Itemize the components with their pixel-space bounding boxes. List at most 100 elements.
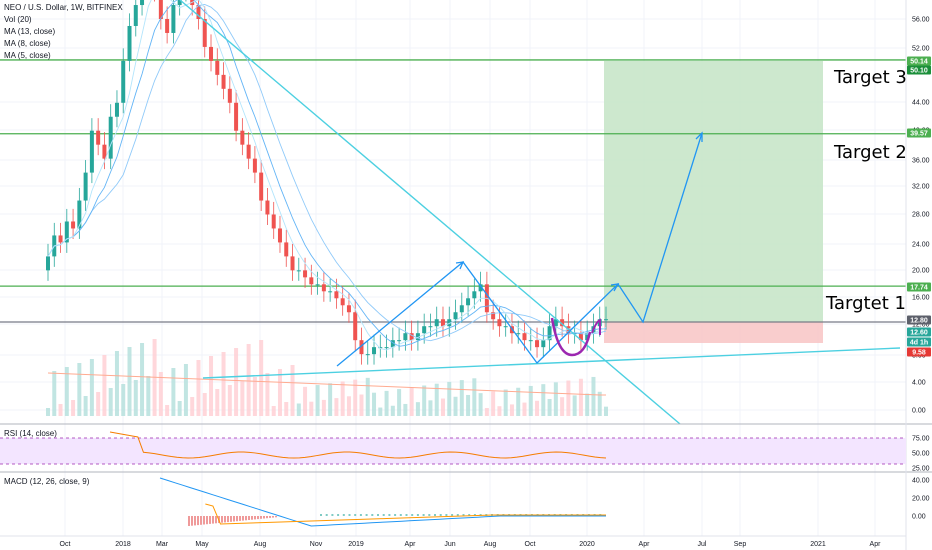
- volume-bar: [390, 405, 395, 416]
- macd-hist-bar: [382, 514, 385, 516]
- macd-hist-bar: [325, 514, 328, 516]
- candle-body: [71, 221, 76, 229]
- time-tick-label: Sep: [734, 541, 747, 548]
- price-tick-label: 28.00: [912, 212, 930, 219]
- candle-body: [378, 347, 383, 349]
- volume-bar: [447, 381, 452, 416]
- candle-body: [353, 312, 358, 341]
- price-tag-box: [907, 327, 931, 337]
- macd-hist-bar: [263, 516, 265, 519]
- candle-body: [466, 298, 471, 306]
- volume-bar: [315, 385, 320, 416]
- candle-body: [572, 333, 577, 335]
- candle-body: [447, 319, 452, 327]
- candle-body: [196, 5, 201, 19]
- rsi-line: [109, 431, 607, 459]
- volume-bar: [240, 381, 245, 416]
- price-tick-label: 20.00: [912, 268, 930, 275]
- volume-bar: [497, 406, 502, 416]
- time-tick-label: Aug: [254, 541, 267, 548]
- volume-bar: [566, 380, 571, 416]
- macd-hist-bar: [365, 514, 368, 516]
- macd-hist-bar: [445, 514, 448, 516]
- candle-body: [478, 284, 483, 292]
- macd-hist-bar: [359, 514, 362, 516]
- volume-bar: [171, 368, 176, 416]
- volume-bar: [259, 340, 264, 416]
- candle-body: [165, 19, 170, 33]
- time-tick-label: Apr: [405, 541, 417, 548]
- volume-bar: [403, 403, 408, 416]
- macd-hist-bar: [348, 514, 351, 516]
- macd-hist-bar: [200, 516, 202, 525]
- volume-bar: [535, 400, 540, 416]
- macd-hist-bar: [422, 514, 425, 516]
- handle-pattern[interactable]: [591, 318, 601, 335]
- volume-bar: [321, 399, 326, 416]
- macd-hist-bar: [191, 516, 193, 526]
- macd-hist-bar: [439, 514, 442, 516]
- candle-body: [428, 326, 433, 328]
- macd-tick-label: 20.00: [912, 496, 930, 503]
- ma-8-line: [47, 0, 606, 347]
- volume-bar: [190, 397, 195, 416]
- candle-body: [334, 291, 339, 299]
- volume-bar: [133, 380, 138, 416]
- price-tick-label: 56.00: [912, 17, 930, 24]
- price-tick-label: 12.00: [912, 322, 930, 329]
- target-3-label: Target 3: [833, 67, 907, 88]
- target-2-label: Target 2: [833, 142, 907, 163]
- symbol-title: NEO / U.S. Dollar, 1W, BITFINEX: [4, 3, 123, 12]
- candle-body: [384, 347, 389, 349]
- volume-bar: [328, 383, 333, 416]
- volume-bar: [271, 406, 276, 416]
- macd-hist-bar: [416, 514, 419, 516]
- candle-body: [46, 256, 50, 271]
- macd-hist-bar: [224, 516, 226, 523]
- macd-hist-bar: [320, 514, 322, 516]
- volume-bar: [522, 402, 527, 416]
- cup-pattern[interactable]: [550, 317, 592, 357]
- projection-path[interactable]: [336, 132, 703, 367]
- moving-averages: [47, 0, 607, 396]
- volume-bar: [303, 386, 308, 416]
- volume-bar: [340, 381, 345, 416]
- volume-bar: [158, 372, 163, 416]
- volume-bar: [196, 360, 201, 416]
- volume-bar: [83, 396, 88, 416]
- candle-body: [246, 144, 251, 159]
- time-axis[interactable]: Oct 2018 Mar May Aug Nov 2019 Apr Jun Aug Oct 2020 A…: [60, 541, 882, 548]
- candle-body: [604, 319, 608, 321]
- volume-bar: [353, 379, 358, 416]
- price-tag-box: [907, 65, 931, 75]
- candle-body: [221, 74, 226, 89]
- descending-trendline[interactable]: [179, 0, 681, 425]
- price-tags: 50.14 50.10 39.57 17.74 12.80 12.60 4d 1h 9.58: [907, 56, 931, 357]
- volume-bars: [46, 339, 608, 416]
- volume-bar: [121, 384, 126, 416]
- macd-line: [159, 477, 606, 527]
- volume-bar: [71, 400, 76, 416]
- candle-body: [259, 172, 264, 201]
- macd-hist-bar: [236, 516, 238, 522]
- price-tick-label: 4.00: [912, 380, 926, 387]
- volume-bar: [591, 376, 596, 416]
- macd-hist-bar: [269, 516, 271, 518]
- candle-body: [133, 5, 138, 26]
- candle-body: [585, 333, 590, 341]
- macd-hist-bar: [206, 516, 208, 525]
- macd-hist-bar: [342, 514, 345, 516]
- ascending-trendline[interactable]: [202, 347, 901, 379]
- macd-hist-bar: [411, 514, 414, 516]
- volume-bar: [578, 378, 583, 416]
- macd-hist-bar: [242, 516, 244, 521]
- candle-body: [340, 298, 345, 306]
- volume-bar: [491, 391, 496, 416]
- volume-bar: [384, 390, 389, 416]
- volume-bar: [202, 393, 207, 416]
- candle-body: [553, 319, 558, 327]
- volume-bar: [415, 402, 420, 416]
- price-axis[interactable]: 56.0052.0044.0040.0036.0032.0028.0024.00…: [912, 17, 930, 415]
- time-tick-label: 2020: [579, 541, 595, 548]
